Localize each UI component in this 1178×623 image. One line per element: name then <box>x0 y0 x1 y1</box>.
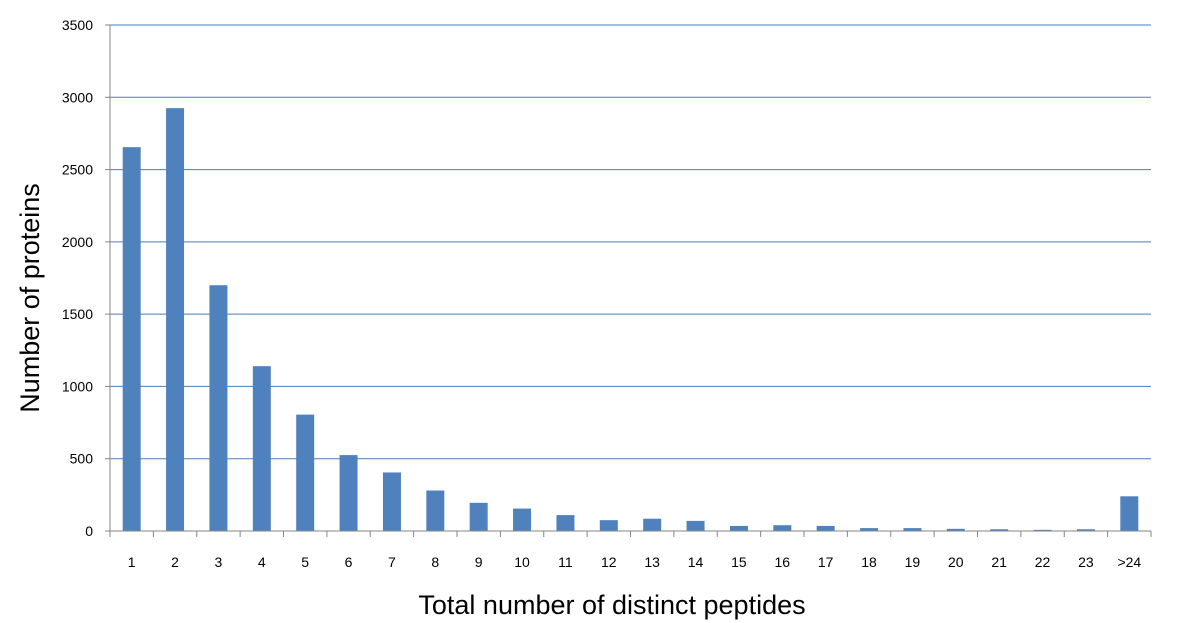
bar <box>816 525 835 531</box>
y-tick-label: 3500 <box>62 17 93 33</box>
x-tick-label: 13 <box>644 554 660 570</box>
bar <box>1120 496 1139 531</box>
y-tick-label: 2000 <box>62 234 93 250</box>
bar <box>209 285 228 531</box>
bars <box>122 108 1139 531</box>
bar <box>166 108 185 531</box>
bar <box>643 518 662 531</box>
x-tick-label: 11 <box>558 554 573 570</box>
x-tick-label: 16 <box>775 554 791 570</box>
x-tick-label: 23 <box>1078 554 1094 570</box>
y-tick-label: 2500 <box>62 162 93 178</box>
x-tick-label: 5 <box>301 554 309 570</box>
bar <box>990 529 1009 531</box>
bar <box>426 490 445 531</box>
bar <box>382 472 401 531</box>
bar <box>599 520 618 531</box>
y-tick-label: 1500 <box>62 306 93 322</box>
x-tick-label: 15 <box>731 554 747 570</box>
x-tick-label: 12 <box>601 554 617 570</box>
x-tick-label: 9 <box>475 554 483 570</box>
x-tick-label: 7 <box>388 554 396 570</box>
y-axis-title: Number of proteins <box>15 183 45 413</box>
y-tick-label: 500 <box>70 451 94 467</box>
x-tick-label: 3 <box>215 554 223 570</box>
bar <box>339 455 358 531</box>
bar <box>469 502 488 531</box>
x-tick-label: 21 <box>991 554 1007 570</box>
bar <box>860 528 879 531</box>
x-tick-labels: 1 2 3 4 5 6 7 8 9 10 11 12 13 14 15 16 17 18 19 20 21 22 23 >24 <box>128 554 1142 570</box>
bar <box>773 525 792 531</box>
bar <box>252 366 271 531</box>
bar <box>122 147 141 531</box>
y-tick-labels: 0 500 1000 1500 2000 2500 3000 3500 <box>62 17 93 539</box>
x-tick-label: 14 <box>688 554 704 570</box>
x-tick-label: 2 <box>171 554 179 570</box>
bar <box>686 520 705 531</box>
bar <box>729 525 748 531</box>
axes <box>105 24 1152 537</box>
y-tick-label: 3000 <box>62 89 93 105</box>
x-tick-label: 8 <box>431 554 439 570</box>
x-axis-title: Total number of distinct peptides <box>418 590 805 620</box>
x-tick-label: 18 <box>861 554 877 570</box>
bar <box>903 528 922 531</box>
bar <box>296 414 315 531</box>
bar <box>1033 529 1052 531</box>
bar <box>946 528 965 531</box>
x-tick-label: 6 <box>345 554 353 570</box>
y-tick-label: 1000 <box>62 378 93 394</box>
x-tick-label: 4 <box>258 554 266 570</box>
x-tick-label: 1 <box>128 554 136 570</box>
bar <box>513 508 532 531</box>
x-tick-label: 17 <box>818 554 834 570</box>
x-tick-label: 19 <box>905 554 921 570</box>
x-tick-label: 22 <box>1035 554 1051 570</box>
y-tick-label: 0 <box>85 523 93 539</box>
x-tick-label: 10 <box>514 554 530 570</box>
x-tick-label: 20 <box>948 554 964 570</box>
gridlines <box>110 24 1151 460</box>
bar <box>556 515 575 531</box>
x-tick-label: >24 <box>1117 554 1141 570</box>
bar <box>1076 529 1095 531</box>
